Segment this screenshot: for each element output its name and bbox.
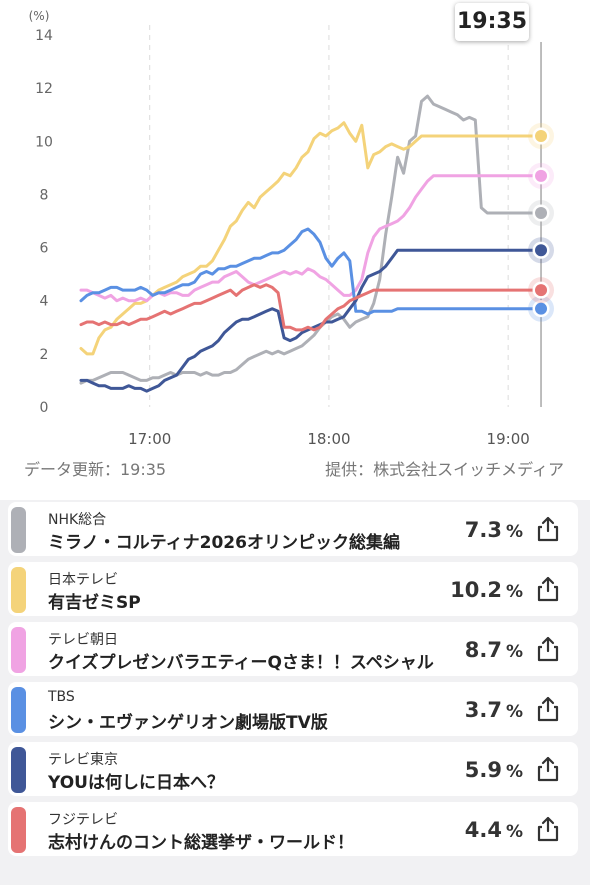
share-icon[interactable] — [536, 816, 560, 842]
channel-name: フジテレビ — [48, 812, 118, 828]
share-icon[interactable] — [536, 576, 560, 602]
series-line — [79, 227, 543, 316]
program-title: 志村けんのコント総選挙ザ・ワールド！ — [48, 833, 354, 853]
y-tick-label: 8 — [40, 187, 49, 203]
series-line — [79, 283, 543, 332]
rating-value: 4.4% — [464, 818, 523, 842]
x-tick-label: 17:00 — [128, 430, 171, 448]
channel-color-stripe — [11, 627, 26, 673]
program-title: シン・エヴァンゲリオン劇場版TV版 — [48, 713, 328, 733]
y-tick-label: 10 — [35, 134, 53, 150]
program-title: クイズプレゼンバラエティーQさま！！スペシャル — [48, 653, 434, 673]
data-source-label: 提供：株式会社スイッチメディア — [325, 460, 564, 479]
channel-color-stripe — [11, 807, 26, 853]
program-title: YOUは何しに日本へ？ — [48, 773, 224, 793]
y-tick-label: 0 — [40, 400, 49, 416]
channel-color-stripe — [11, 687, 26, 733]
percent-sign: % — [505, 582, 523, 602]
series-end-point — [535, 129, 548, 142]
percent-sign: % — [505, 642, 523, 662]
y-tick-label: 6 — [40, 241, 49, 257]
rating-value: 10.2% — [450, 578, 523, 602]
rating-line-chart[interactable]: (%) 0 2 4 6 8 10 12 14 17:00 18:00 19:00 — [0, 0, 590, 450]
y-unit-label: (%) — [29, 9, 50, 23]
program-title: 有吉ゼミSP — [48, 593, 141, 613]
rating-value: 3.7% — [464, 698, 523, 722]
chart-panel: (%) 0 2 4 6 8 10 12 14 17:00 18:00 19:00 19:35 データ更… — [0, 0, 590, 500]
x-tick-label: 19:00 — [487, 430, 530, 448]
rating-value: 5.9% — [464, 758, 523, 782]
data-updated-label: データ更新：19:35 — [24, 460, 167, 479]
series-end-point — [535, 302, 548, 315]
percent-sign: % — [505, 762, 523, 782]
channel-color-stripe — [11, 507, 26, 553]
current-time-badge: 19:35 — [455, 3, 529, 41]
y-tick-label: 2 — [40, 347, 49, 363]
percent-sign: % — [505, 522, 523, 542]
series-end-point — [535, 244, 548, 257]
series-end-point — [535, 284, 548, 297]
channel-name: 日本テレビ — [48, 572, 118, 588]
rating-value: 7.3% — [464, 518, 523, 542]
channel-list: NHK総合 ミラノ・コルティナ2026オリンピック総集編 7.3% 日本テレビ … — [8, 502, 578, 862]
y-tick-label: 4 — [40, 294, 49, 310]
channel-card-tbs[interactable]: TBS シン・エヴァンゲリオン劇場版TV版 3.7% — [8, 682, 578, 736]
series-line — [79, 94, 543, 385]
channel-card-ntv[interactable]: 日本テレビ 有吉ゼミSP 10.2% — [8, 562, 578, 616]
share-icon[interactable] — [536, 696, 560, 722]
share-icon[interactable] — [536, 756, 560, 782]
rating-value: 8.7% — [464, 638, 523, 662]
series-end-point — [535, 169, 548, 182]
channel-color-stripe — [11, 747, 26, 793]
channel-card-tv-asahi[interactable]: テレビ朝日 クイズプレゼンバラエティーQさま！！スペシャル 8.7% — [8, 622, 578, 676]
channel-name: テレビ東京 — [48, 752, 118, 768]
channel-name: TBS — [48, 689, 75, 705]
channel-color-stripe — [11, 567, 26, 613]
series-line — [79, 121, 543, 356]
program-title: ミラノ・コルティナ2026オリンピック総集編 — [48, 533, 400, 553]
share-icon[interactable] — [536, 516, 560, 542]
x-tick-label: 18:00 — [307, 430, 350, 448]
channel-card-nhk[interactable]: NHK総合 ミラノ・コルティナ2026オリンピック総集編 7.3% — [8, 502, 578, 556]
channel-name: テレビ朝日 — [48, 632, 118, 648]
channel-name: NHK総合 — [48, 512, 107, 528]
share-icon[interactable] — [536, 636, 560, 662]
y-tick-label: 14 — [35, 28, 53, 44]
channel-card-tv-tokyo[interactable]: テレビ東京 YOUは何しに日本へ？ 5.9% — [8, 742, 578, 796]
series-end-point — [535, 207, 548, 220]
channel-card-fuji[interactable]: フジテレビ 志村けんのコント総選挙ザ・ワールド！ 4.4% — [8, 802, 578, 856]
percent-sign: % — [505, 702, 523, 722]
y-tick-label: 12 — [35, 81, 53, 97]
percent-sign: % — [505, 822, 523, 842]
